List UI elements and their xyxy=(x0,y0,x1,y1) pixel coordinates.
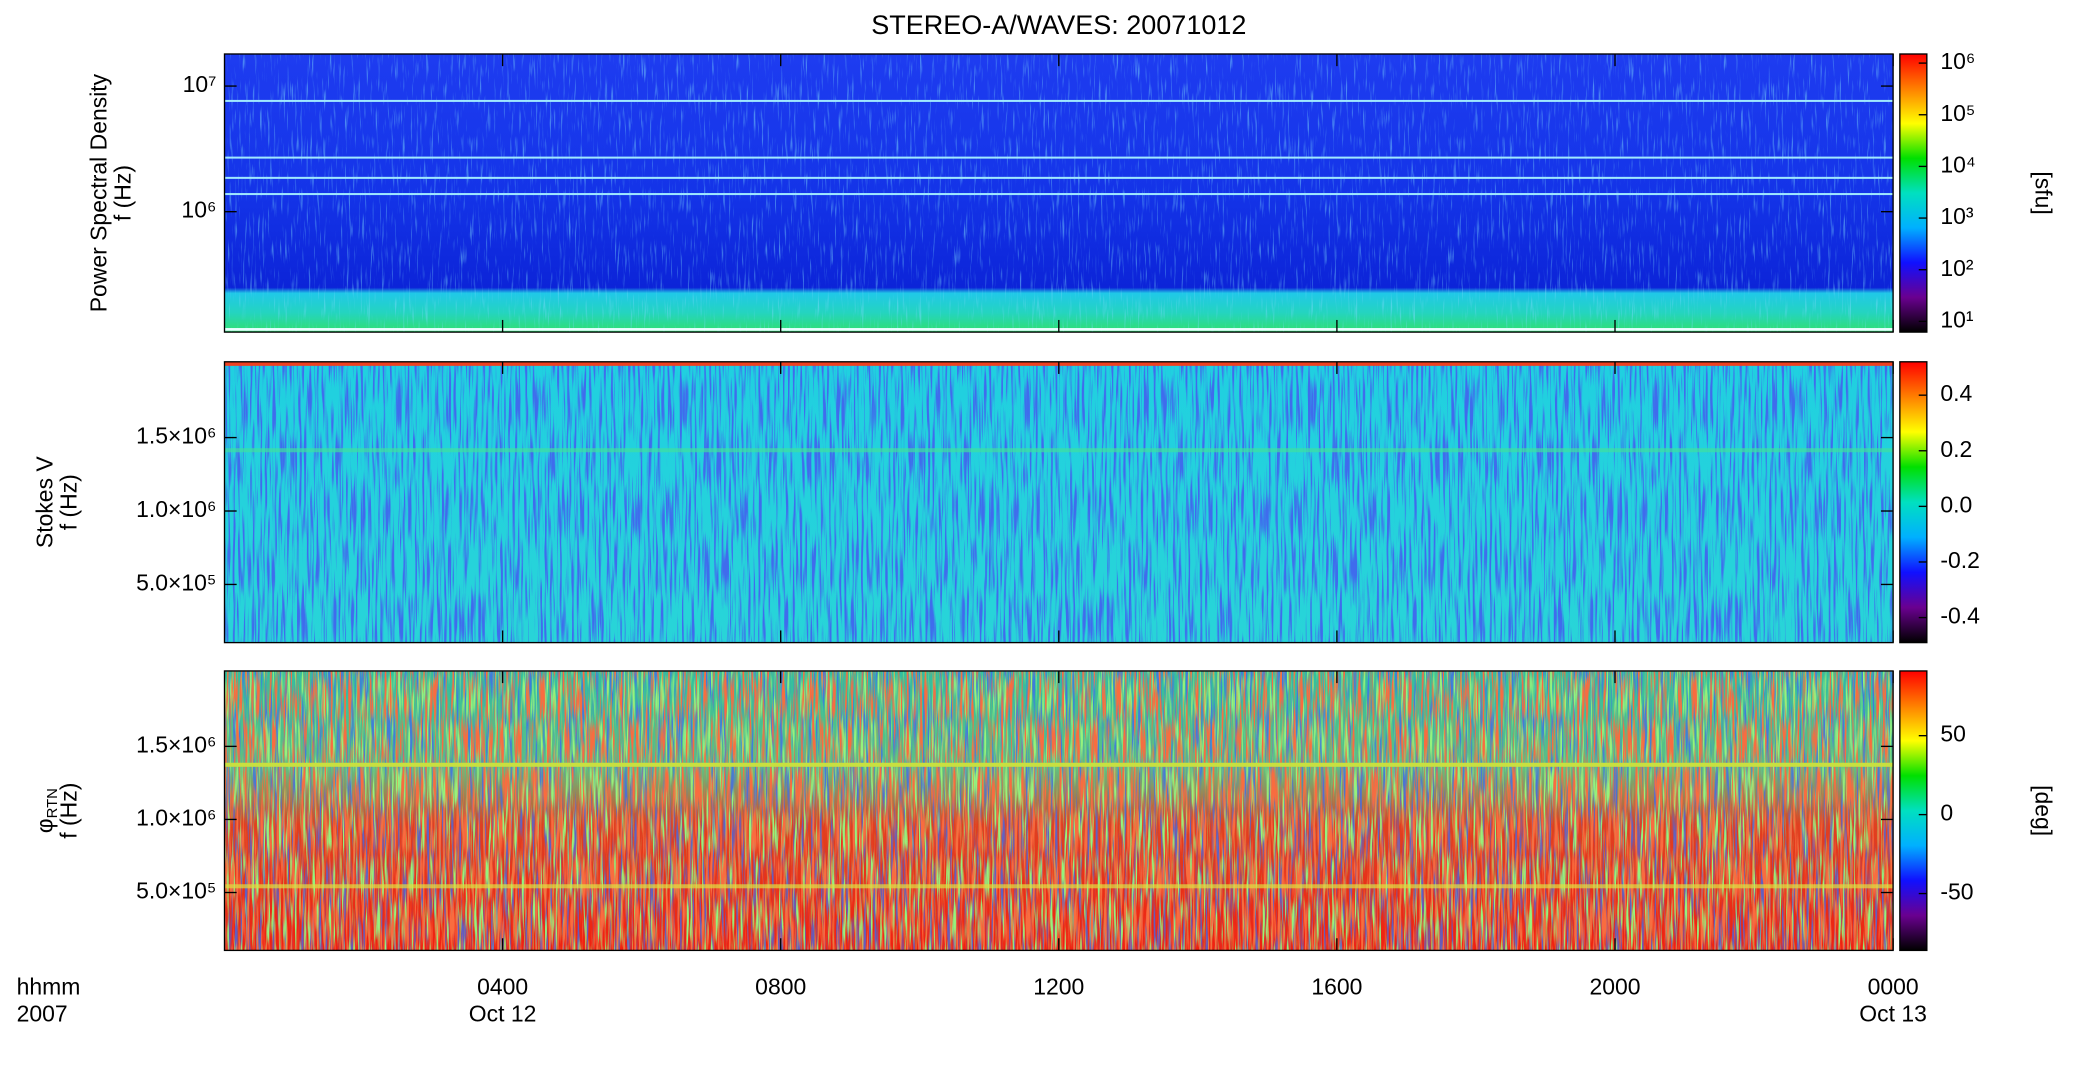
colorbar-tick-label: 10² xyxy=(1940,255,1974,281)
colorbar xyxy=(1899,670,1928,952)
y-axis-label: f (Hz) xyxy=(56,783,82,839)
y-tick-label: 1.0×10⁶ xyxy=(136,496,216,522)
colorbar-tick-label: -50 xyxy=(1940,879,1973,905)
colorbar-tick-label: 10⁶ xyxy=(1940,48,1975,74)
y-axis-label-subscript: RTN xyxy=(45,788,61,818)
colorbar-tick-label: 10¹ xyxy=(1940,306,1974,332)
y-tick-label: 10⁷ xyxy=(183,71,217,97)
y-tick-label: 5.0×10⁵ xyxy=(136,570,216,596)
x-date-label: Oct 12 xyxy=(469,1000,537,1026)
x-tick-label: 0400 xyxy=(477,973,528,999)
x-tick-label: 1200 xyxy=(1033,973,1084,999)
x-tick-label: 2000 xyxy=(1589,973,1640,999)
chart-title: STEREO-A/WAVES: 20071012 xyxy=(871,10,1246,40)
colorbar-tick-label: -0.4 xyxy=(1940,603,1980,629)
colorbar-tick-label: 10⁵ xyxy=(1940,100,1975,126)
y-axis-label: φRTN xyxy=(31,788,61,833)
y-axis-label: Stokes V xyxy=(31,456,57,548)
y-axis-label: f (Hz) xyxy=(110,165,136,221)
y-axis-label-text: Power Spectral Density xyxy=(85,73,111,312)
colorbar-tick-label: 0.4 xyxy=(1940,380,1972,406)
x-date-label: Oct 13 xyxy=(1859,1000,1927,1026)
spectrogram-image xyxy=(224,54,1894,333)
y-tick-label: 1.0×10⁶ xyxy=(136,805,216,831)
y-axis-label-text: φ xyxy=(31,818,57,833)
colorbar-tick-label: 0 xyxy=(1940,800,1953,826)
colorbar xyxy=(1899,361,1928,644)
colorbar-label: [deg] xyxy=(2031,785,2057,836)
y-tick-label: 1.5×10⁶ xyxy=(136,731,216,757)
spectrogram-image xyxy=(224,670,1894,951)
y-tick-label: 5.0×10⁵ xyxy=(136,878,216,904)
y-axis-label-text: f (Hz) xyxy=(56,783,82,839)
spectrogram-image xyxy=(224,361,1894,643)
y-tick-label: 10⁶ xyxy=(181,197,216,223)
y-axis-label-text: Stokes V xyxy=(31,456,57,548)
y-axis-label: f (Hz) xyxy=(56,474,82,530)
y-axis-label: Power Spectral Density xyxy=(85,73,111,312)
colorbar xyxy=(1899,53,1928,333)
colorbar-tick-label: 10⁴ xyxy=(1940,151,1975,177)
x-unit-label: hhmm xyxy=(17,973,81,999)
x-tick-label: 1600 xyxy=(1311,973,1362,999)
y-axis-label-text: f (Hz) xyxy=(56,474,82,530)
colorbar-tick-label: 0.2 xyxy=(1940,436,1972,462)
y-axis-label-text: f (Hz) xyxy=(110,165,136,221)
colorbar-tick-label: 10³ xyxy=(1940,203,1974,229)
colorbar-tick-label: 50 xyxy=(1940,721,1966,747)
colorbar-tick-label: -0.2 xyxy=(1940,547,1980,573)
x-tick-label: 0800 xyxy=(755,973,806,999)
x-year-label: 2007 xyxy=(17,1000,68,1026)
colorbar-tick-label: 0.0 xyxy=(1940,491,1972,517)
y-tick-label: 1.5×10⁶ xyxy=(136,423,216,449)
x-tick-label: 0000 xyxy=(1868,973,1919,999)
colorbar-label: [sfu] xyxy=(2031,171,2057,214)
